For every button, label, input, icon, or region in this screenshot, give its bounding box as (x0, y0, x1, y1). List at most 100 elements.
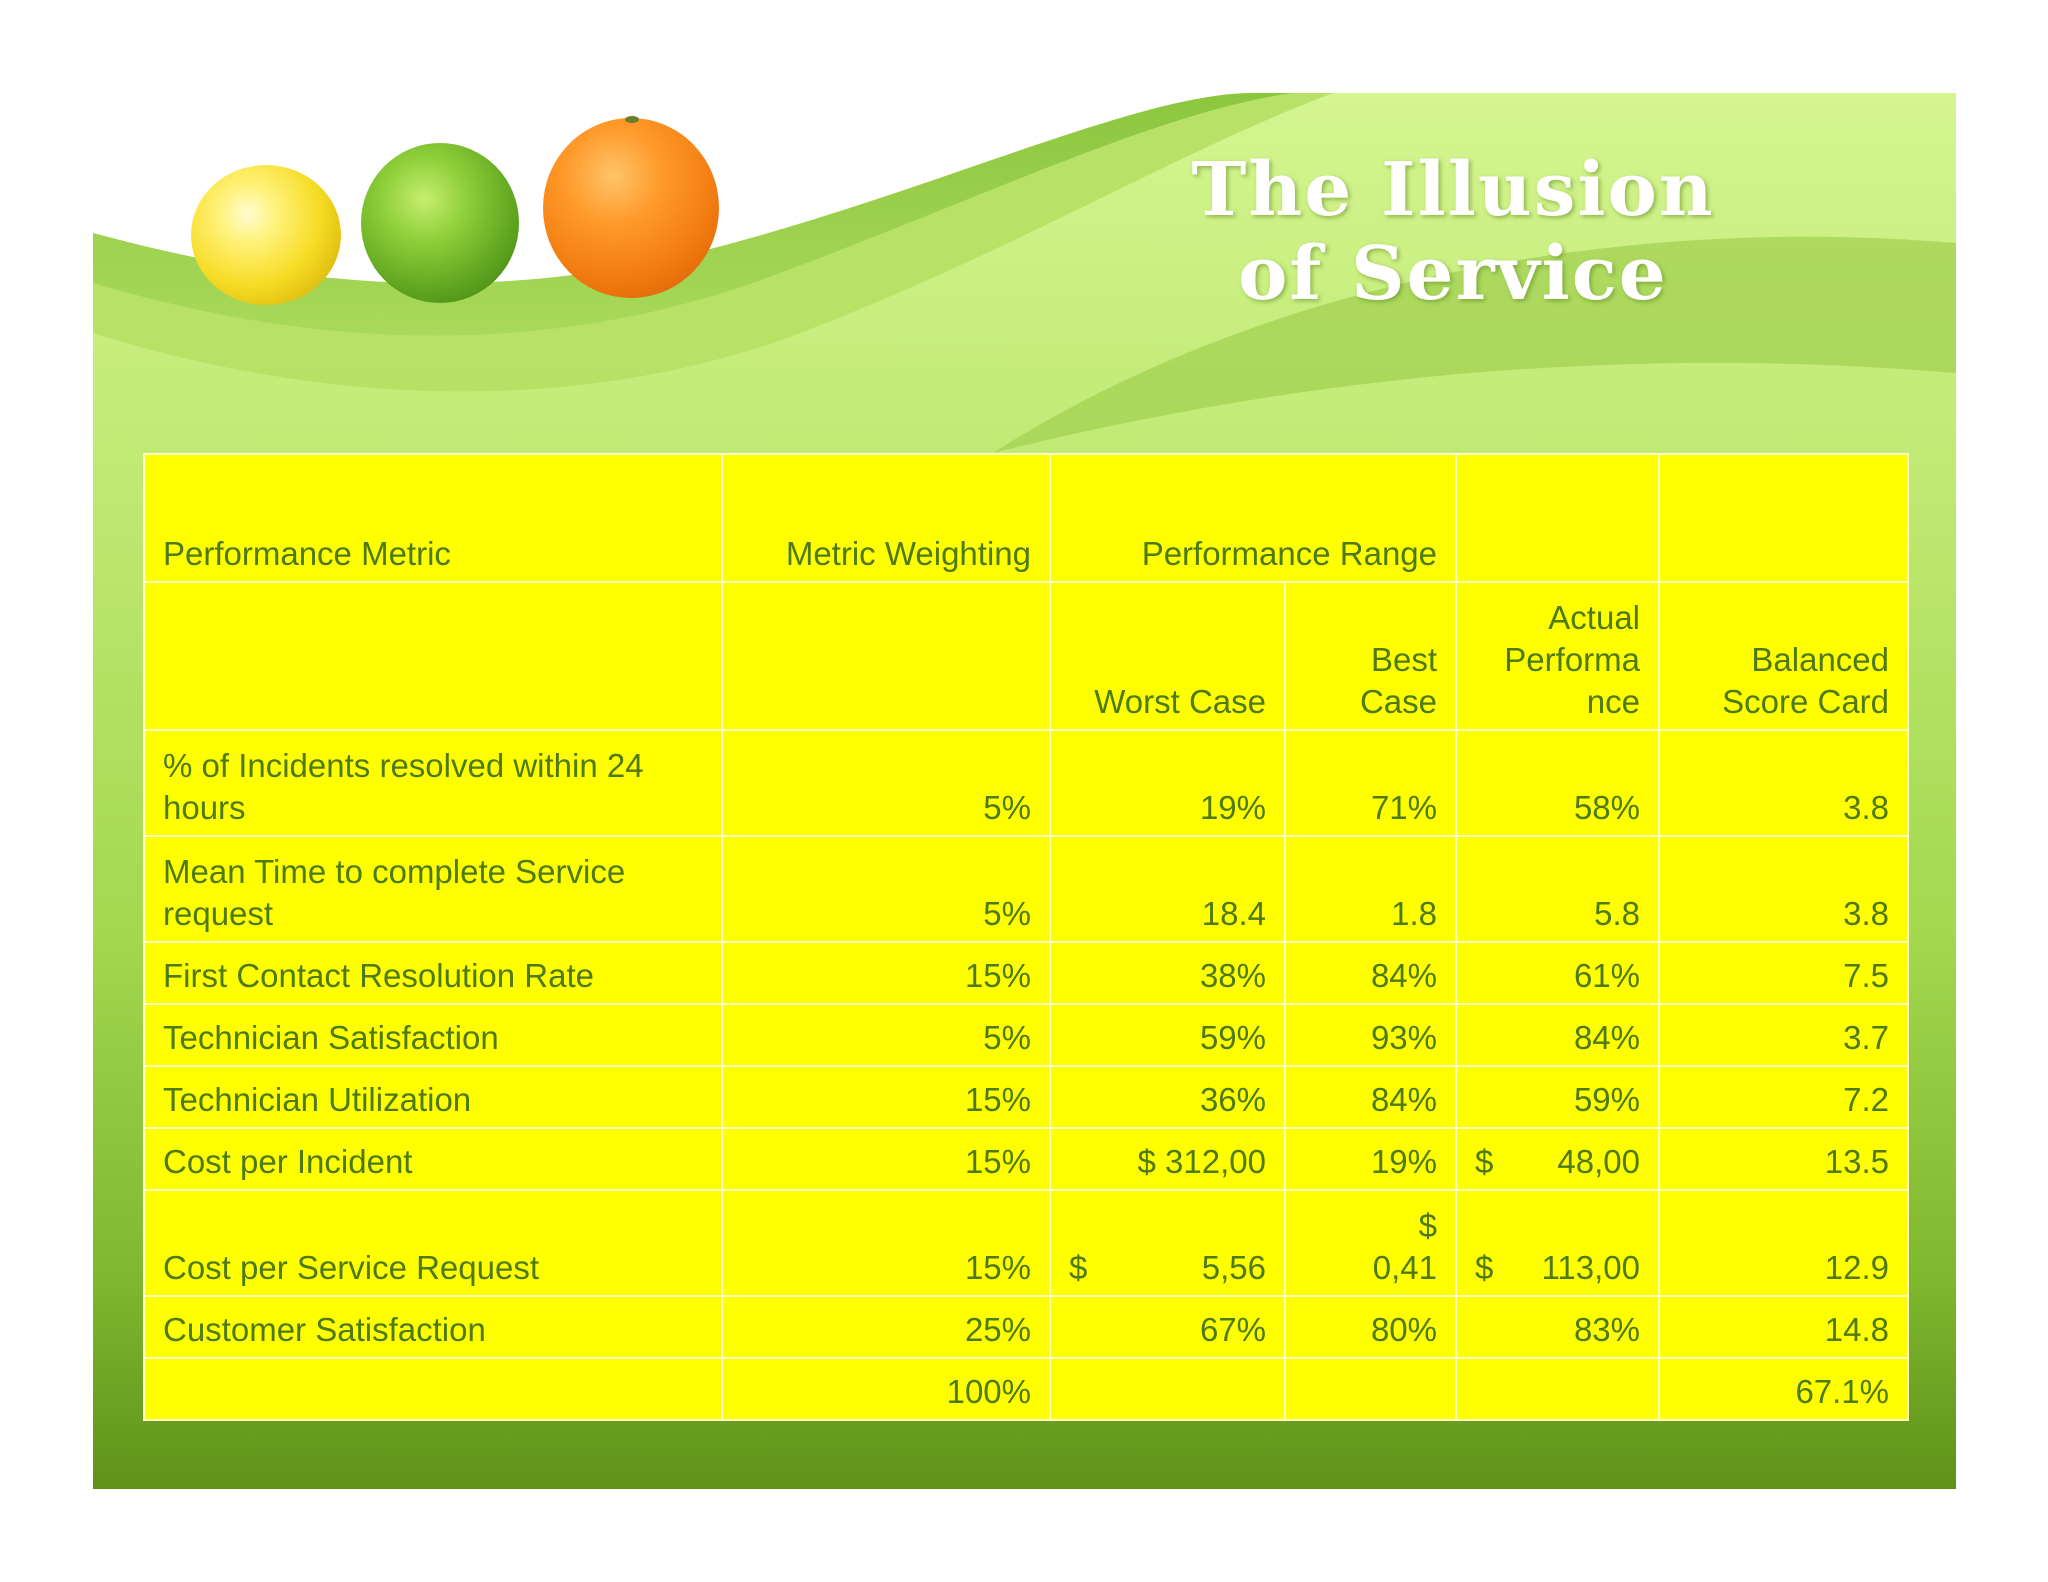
header-best-case: Best Case (1283, 581, 1458, 731)
score-cell: 14.8 (1658, 1295, 1910, 1359)
totals-row: 100% 67.1% (143, 1357, 1910, 1421)
best-case-cell: 84% (1283, 1065, 1458, 1129)
worst-case-cell: 18.4 (1049, 835, 1286, 943)
metric-name: Mean Time to complete Service request (143, 835, 723, 943)
score-cell: 3.8 (1658, 835, 1910, 943)
worst-case-cell: 67% (1049, 1295, 1286, 1359)
score-cell: 13.5 (1658, 1127, 1910, 1191)
weighting-cell: 15% (721, 1189, 1051, 1297)
lime-image (361, 143, 519, 303)
worst-case-cell: $ 5,56 (1049, 1189, 1286, 1297)
metric-name: % of Incidents resolved within 24 hours (143, 729, 723, 837)
empty-cell (1455, 1357, 1661, 1421)
worst-case-cell: $ 312,00 (1049, 1127, 1286, 1191)
weighting-cell: 5% (721, 835, 1051, 943)
actual-cell: 84% (1455, 1003, 1661, 1067)
empty-cell (721, 581, 1051, 731)
weighting-cell: 15% (721, 1127, 1051, 1191)
header-line: Actual (1548, 599, 1641, 636)
currency-value: $ 48,00 (1475, 1141, 1640, 1183)
score-cell: 3.7 (1658, 1003, 1910, 1067)
metric-line: request (163, 895, 274, 932)
slide-title: The Illusion of Service (1133, 148, 1773, 316)
header-empty-cell (1658, 453, 1910, 583)
currency-symbol: $ (1475, 1249, 1494, 1286)
empty-cell (1283, 1357, 1458, 1421)
currency-amount: 5,56 (1201, 1249, 1266, 1286)
metric-line: Mean Time to complete Service (163, 853, 626, 890)
weighting-cell: 5% (721, 1003, 1051, 1067)
header-actual-performance: Actual Performa nce (1455, 581, 1661, 731)
empty-cell (143, 581, 723, 731)
worst-case-cell: 59% (1049, 1003, 1286, 1067)
best-case-cell: 71% (1283, 729, 1458, 837)
worst-case-cell: 38% (1049, 941, 1286, 1005)
metric-line: hours (163, 789, 246, 826)
table-row: Mean Time to complete Service request 5%… (143, 835, 1910, 943)
currency-value: $ 113,00 (1475, 1247, 1640, 1289)
header-performance-range: Performance Range (1048, 453, 1458, 583)
header-line: nce (1586, 683, 1641, 720)
header-row-2: Worst Case Best Case Actual Performa nce… (143, 581, 1910, 731)
total-score-cell: 67.1% (1658, 1357, 1910, 1421)
metric-name: Customer Satisfaction (143, 1295, 723, 1359)
best-line: 0,41 (1372, 1249, 1438, 1286)
metric-name: Technician Satisfaction (143, 1003, 723, 1067)
table-row: First Contact Resolution Rate 15% 38% 84… (143, 941, 1910, 1005)
currency-symbol: $ (1475, 1143, 1494, 1180)
header-line: Performa (1504, 641, 1641, 678)
total-weighting-cell: 100% (721, 1357, 1051, 1421)
header-balanced-score-card: Balanced Score Card (1658, 581, 1910, 731)
best-case-cell: 93% (1283, 1003, 1458, 1067)
header-empty-cell (1455, 453, 1661, 583)
currency-value: $ 5,56 (1069, 1247, 1266, 1289)
metric-name: Technician Utilization (143, 1065, 723, 1129)
actual-cell: 83% (1455, 1295, 1661, 1359)
metric-name: Cost per Service Request (143, 1189, 723, 1297)
orange-image (543, 118, 719, 298)
header-best-case-text: Best Case (1359, 641, 1438, 720)
lemon-image (191, 165, 341, 305)
best-case-cell: 84% (1283, 941, 1458, 1005)
actual-cell: 5.8 (1455, 835, 1661, 943)
currency-symbol: $ (1069, 1249, 1088, 1286)
weighting-cell: 15% (721, 1065, 1051, 1129)
table-row: Cost per Incident 15% $ 312,00 19% $ 48,… (143, 1127, 1910, 1191)
title-line-2: of Service (1238, 231, 1668, 317)
best-case-cell: 80% (1283, 1295, 1458, 1359)
actual-cell: 58% (1455, 729, 1661, 837)
score-cell: 7.2 (1658, 1065, 1910, 1129)
header-row-1: Performance Metric Metric Weighting Perf… (143, 453, 1910, 583)
table-row: Cost per Service Request 15% $ 5,56 $ 0,… (143, 1189, 1910, 1297)
score-cell: 7.5 (1658, 941, 1910, 1005)
title-line-1: The Illusion (1191, 147, 1715, 233)
actual-cell: 59% (1455, 1065, 1661, 1129)
currency-amount: 48,00 (1557, 1143, 1641, 1180)
actual-cell: $ 48,00 (1455, 1127, 1661, 1191)
metric-name: Cost per Incident (143, 1127, 723, 1191)
metric-line: % of Incidents resolved within 24 (163, 747, 644, 784)
weighting-cell: 25% (721, 1295, 1051, 1359)
actual-cell: 61% (1455, 941, 1661, 1005)
best-case-cell: $ 0,41 (1283, 1189, 1458, 1297)
currency-amount: 113,00 (1541, 1249, 1641, 1286)
empty-cell (1049, 1357, 1286, 1421)
metric-name: First Contact Resolution Rate (143, 941, 723, 1005)
worst-case-cell: 36% (1049, 1065, 1286, 1129)
score-cell: 3.8 (1658, 729, 1910, 837)
header-performance-metric: Performance Metric (143, 453, 723, 583)
orange-stem (625, 116, 639, 123)
empty-cell (143, 1357, 723, 1421)
header-line: Score Card (1722, 683, 1890, 720)
actual-cell: $ 113,00 (1455, 1189, 1661, 1297)
score-card-table: Performance Metric Metric Weighting Perf… (143, 453, 1910, 1421)
header-worst-case: Worst Case (1049, 581, 1286, 731)
worst-case-cell: 19% (1049, 729, 1286, 837)
table-row: Customer Satisfaction 25% 67% 80% 83% 14… (143, 1295, 1910, 1359)
header-line: Balanced (1751, 641, 1890, 678)
score-cell: 12.9 (1658, 1189, 1910, 1297)
header-metric-weighting: Metric Weighting (721, 453, 1051, 583)
table-row: Technician Satisfaction 5% 59% 93% 84% 3… (143, 1003, 1910, 1067)
best-line: $ (1418, 1207, 1438, 1244)
table-row: Technician Utilization 15% 36% 84% 59% 7… (143, 1065, 1910, 1129)
